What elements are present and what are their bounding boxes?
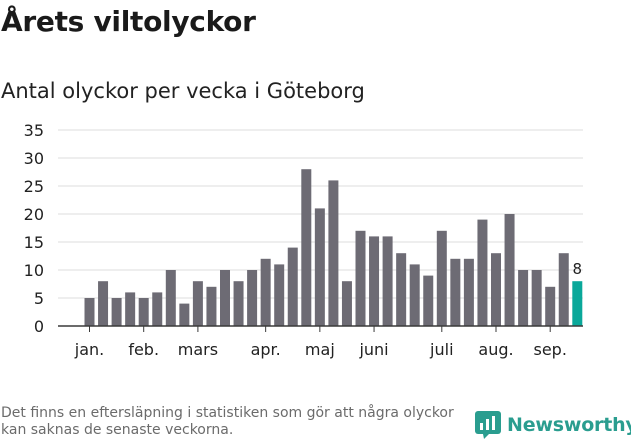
y-tick-label: 30 [24,149,44,168]
bar [125,292,136,326]
bar [152,292,163,326]
brand-name: Newsworthy [507,414,631,436]
bar [531,270,542,326]
bar [179,303,190,326]
footnote: Det finns en eftersläpning i statistiken… [1,405,454,438]
y-tick-label: 0 [34,317,44,336]
bar [220,270,230,326]
bar [477,219,488,326]
bar [247,270,258,326]
x-tick-label: juli [429,340,453,359]
x-tick-label: mars [178,340,218,359]
bar [111,298,122,326]
newsworthy-logo-icon [475,411,501,439]
bar [545,286,556,326]
bar-highlight [572,281,583,326]
y-tick-label: 20 [24,205,44,224]
y-tick-label: 25 [24,177,44,196]
bar [314,208,325,326]
bar [450,258,461,326]
bar [260,258,271,326]
x-tick-label: feb. [128,340,159,359]
bar [463,258,474,326]
bar [84,298,95,326]
bar [274,264,285,326]
x-tick-label: jan. [74,340,104,359]
x-tick-label: maj [305,340,335,359]
bar [341,281,352,326]
bar [138,298,149,326]
y-tick-label: 15 [24,233,44,252]
y-tick-label: 10 [24,261,44,280]
x-tick-label: sep. [533,340,566,359]
bar [423,275,434,326]
bar [328,180,339,326]
bar [98,281,109,326]
bar [355,230,366,326]
chart-subtitle: Antal olyckor per vecka i Göteborg [1,79,365,103]
bar [558,253,569,326]
bar [206,286,217,326]
bar [369,236,380,326]
bar [301,169,312,326]
bar [504,214,515,326]
bar [287,247,298,326]
chart-title: Årets viltolyckor [1,5,256,38]
y-tick-label: 35 [24,121,44,140]
x-tick-label: aug. [478,340,513,359]
y-tick-label: 5 [34,289,44,308]
bar-chart: 0 5 10 15 20 25 30 35 8 jan. feb. mars apr. maj juni ju… [24,121,583,359]
data-label: 8 [573,260,583,278]
bar [396,253,407,326]
bar [436,230,447,326]
bar [382,236,393,326]
bar [518,270,529,326]
bar [165,270,176,326]
bar [491,253,501,326]
x-tick-label: juni [358,340,388,359]
bar [233,281,244,326]
bar [192,281,203,326]
bar [409,264,420,326]
x-tick-label: apr. [251,340,281,359]
newsworthy-brand[interactable]: Newsworthy [475,409,631,441]
